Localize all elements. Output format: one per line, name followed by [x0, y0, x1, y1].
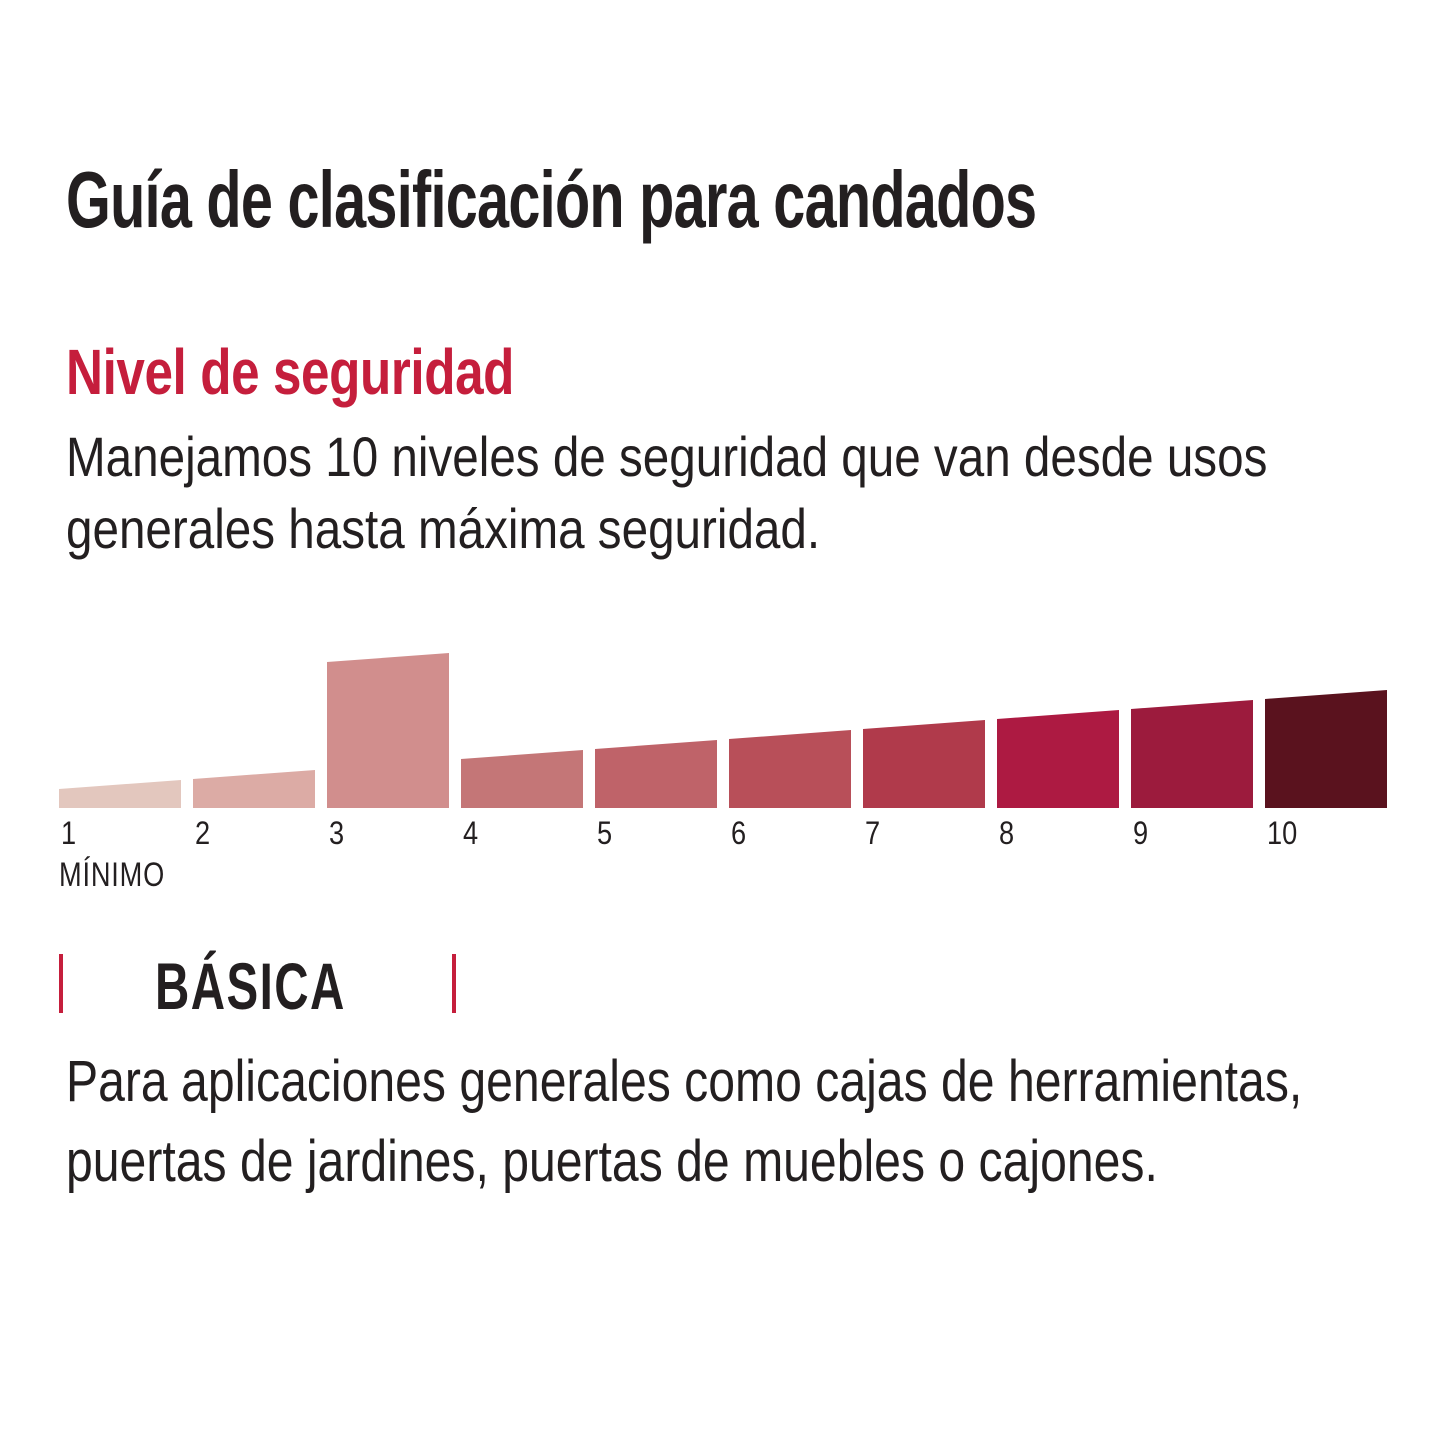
level-bar-7: [863, 720, 985, 808]
intro-line-1: Manejamos 10 niveles de seguridad que va…: [66, 425, 1268, 488]
basica-range-tick-left: [59, 954, 63, 1013]
intro-line-2: generales hasta máxima seguridad.: [66, 497, 821, 560]
level-bar-2: [193, 770, 315, 808]
basica-range-tick-right: [452, 954, 456, 1013]
security-level-heading: Nivel de seguridad: [66, 336, 515, 408]
axis-number-4: 4: [463, 815, 479, 851]
axis-number-2: 2: [195, 815, 211, 851]
security-level-intro: Manejamos 10 niveles de seguridad que va…: [66, 421, 1267, 565]
axis-number-3: 3: [329, 815, 345, 851]
security-level-bar-chart: [59, 653, 1387, 808]
level-bar-8: [997, 710, 1119, 808]
axis-number-5: 5: [597, 815, 613, 851]
page-title: Guía de clasificación para candados: [66, 155, 1037, 244]
classification-description: Para aplicaciones generales como cajas d…: [66, 1042, 1302, 1202]
security-level-axis: 1 2 3 4 5 6 7 8 9 10: [0, 815, 1445, 855]
level-bar-3-highlighted: [327, 653, 449, 808]
axis-number-1: 1: [61, 815, 77, 851]
classification-desc-line-2: puertas de jardines, puertas de muebles …: [66, 1129, 1158, 1194]
level-bar-1: [59, 780, 181, 808]
level-bar-4: [461, 750, 583, 808]
axis-number-10: 10: [1267, 815, 1298, 851]
level-bar-5: [595, 740, 717, 808]
classification-desc-line-1: Para aplicaciones generales como cajas d…: [66, 1049, 1303, 1114]
axis-number-7: 7: [865, 815, 881, 851]
level-bar-10: [1265, 690, 1387, 808]
level-bar-6: [729, 730, 851, 808]
axis-number-8: 8: [999, 815, 1015, 851]
classification-label: BÁSICA: [155, 949, 346, 1023]
axis-number-6: 6: [731, 815, 747, 851]
axis-number-9: 9: [1133, 815, 1149, 851]
minimum-label: MÍNIMO: [59, 856, 166, 894]
level-bar-9: [1131, 700, 1253, 808]
